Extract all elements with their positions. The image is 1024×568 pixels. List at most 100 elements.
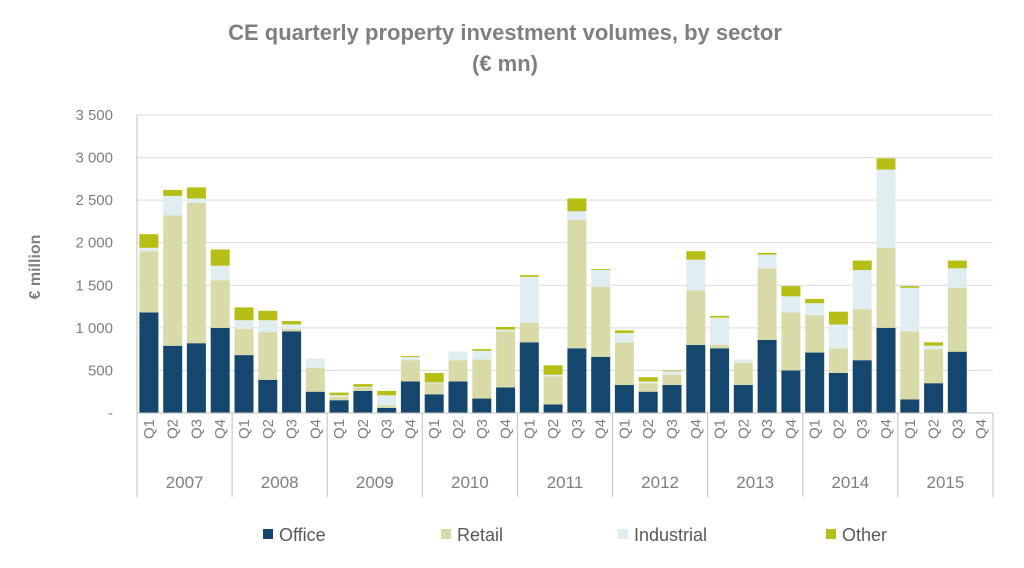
bar-office xyxy=(282,331,302,413)
bars xyxy=(139,158,967,413)
bar-office xyxy=(852,360,872,413)
bar-retail xyxy=(210,280,230,328)
bar-office xyxy=(329,400,349,413)
x-tick-label: Q3 xyxy=(188,419,205,439)
bar-industrial xyxy=(805,303,825,316)
bar-retail xyxy=(852,309,872,361)
bar-other xyxy=(543,365,563,375)
bar-retail xyxy=(614,342,634,385)
bar-other xyxy=(710,315,730,318)
x-axis: Q1 Q2 Q3 Q4 Q1 Q2 Q3 Q4 Q1 Q2 Q3 Q4 Q1 Q2 Q3 Q4 Q1 Q2 Q3 Q4… xyxy=(136,412,994,497)
bar-retail xyxy=(496,331,516,388)
bar-retail xyxy=(638,383,658,392)
chart-title: CE quarterly property investment volumes… xyxy=(228,20,782,45)
bar-industrial xyxy=(900,287,920,332)
bar-retail xyxy=(400,360,420,382)
bar-retail xyxy=(282,328,302,332)
bar-industrial xyxy=(519,276,539,323)
year-label: 2010 xyxy=(451,473,489,492)
year-label: 2014 xyxy=(831,473,869,492)
x-tick-label: Q4 xyxy=(307,419,324,439)
bar-office xyxy=(591,356,611,413)
legend-label-retail: Retail xyxy=(457,525,503,545)
bar-office xyxy=(828,373,848,413)
bar-retail xyxy=(876,247,896,328)
x-tick-label: Q1 xyxy=(521,419,538,439)
bar-other xyxy=(377,390,397,396)
bar-other xyxy=(472,349,492,351)
bar-other xyxy=(567,198,587,212)
year-label: 2013 xyxy=(736,473,774,492)
bar-industrial xyxy=(163,195,183,216)
bar-office xyxy=(947,351,967,413)
bar-industrial xyxy=(733,359,753,363)
x-tick-label: Q2 xyxy=(830,419,847,439)
bar-retail xyxy=(591,287,611,357)
bar-retail xyxy=(710,344,730,349)
x-tick-label: Q1 xyxy=(236,419,253,439)
y-tick-label: 500 xyxy=(88,362,113,379)
bar-office xyxy=(543,404,563,413)
bar-other xyxy=(496,327,516,330)
bar-industrial xyxy=(828,324,848,349)
bar-other xyxy=(139,234,159,248)
bar-retail xyxy=(377,405,397,408)
x-tick-label: Q3 xyxy=(854,419,871,439)
bar-other xyxy=(400,356,420,357)
bar-retail xyxy=(781,312,801,371)
bar-other xyxy=(876,158,896,170)
bar-office xyxy=(614,384,634,413)
y-tick-label: - xyxy=(108,405,113,422)
x-tick-label: Q3 xyxy=(949,419,966,439)
bar-retail xyxy=(353,387,373,391)
bar-retail xyxy=(305,367,325,392)
bar-retail xyxy=(757,268,777,340)
x-tick-label: Q4 xyxy=(878,419,895,439)
bar-office xyxy=(876,327,896,413)
x-tick-label: Q4 xyxy=(593,419,610,439)
bar-industrial xyxy=(852,270,872,310)
y-tick-label: 2 500 xyxy=(75,192,113,209)
chart-subtitle: (€ mn) xyxy=(472,51,538,76)
x-tick-label: Q4 xyxy=(688,419,705,439)
x-tick-label: Q1 xyxy=(807,419,824,439)
bar-other xyxy=(591,269,611,270)
bar-other xyxy=(210,249,230,266)
y-tick-label: 3 500 xyxy=(75,107,113,124)
bar-office xyxy=(733,384,753,413)
bar-office xyxy=(353,390,373,413)
bar-retail xyxy=(448,360,468,382)
bar-office xyxy=(757,339,777,413)
x-tick-label: Q2 xyxy=(450,419,467,439)
bar-other xyxy=(900,286,920,288)
bar-industrial xyxy=(662,371,682,375)
bar-industrial xyxy=(567,211,587,220)
bar-office xyxy=(258,379,278,413)
legend-swatch-industrial xyxy=(618,529,628,539)
x-tick-label: Q1 xyxy=(902,419,919,439)
bar-other xyxy=(282,321,302,325)
bar-retail xyxy=(686,290,706,345)
year-label: 2011 xyxy=(547,473,584,492)
bar-industrial xyxy=(400,356,420,361)
bar-office xyxy=(377,407,397,413)
x-tick-label: Q1 xyxy=(426,419,443,439)
bar-other xyxy=(638,377,658,382)
x-tick-label: Q3 xyxy=(759,419,776,439)
x-tick-label: Q2 xyxy=(545,419,562,439)
bar-retail xyxy=(947,287,967,352)
bar-other xyxy=(947,260,967,269)
bar-office xyxy=(781,370,801,413)
bar-retail xyxy=(662,374,682,385)
bar-retail xyxy=(543,376,563,405)
x-tick-label: Q1 xyxy=(712,419,729,439)
bar-retail xyxy=(163,215,183,346)
x-tick-label: Q2 xyxy=(165,419,182,439)
bar-office xyxy=(163,345,183,413)
year-label: 2012 xyxy=(641,473,679,492)
bar-other xyxy=(258,310,278,321)
year-label: 2009 xyxy=(356,473,394,492)
bar-retail xyxy=(733,362,753,385)
bar-retail xyxy=(900,331,920,400)
bar-office xyxy=(448,381,468,413)
